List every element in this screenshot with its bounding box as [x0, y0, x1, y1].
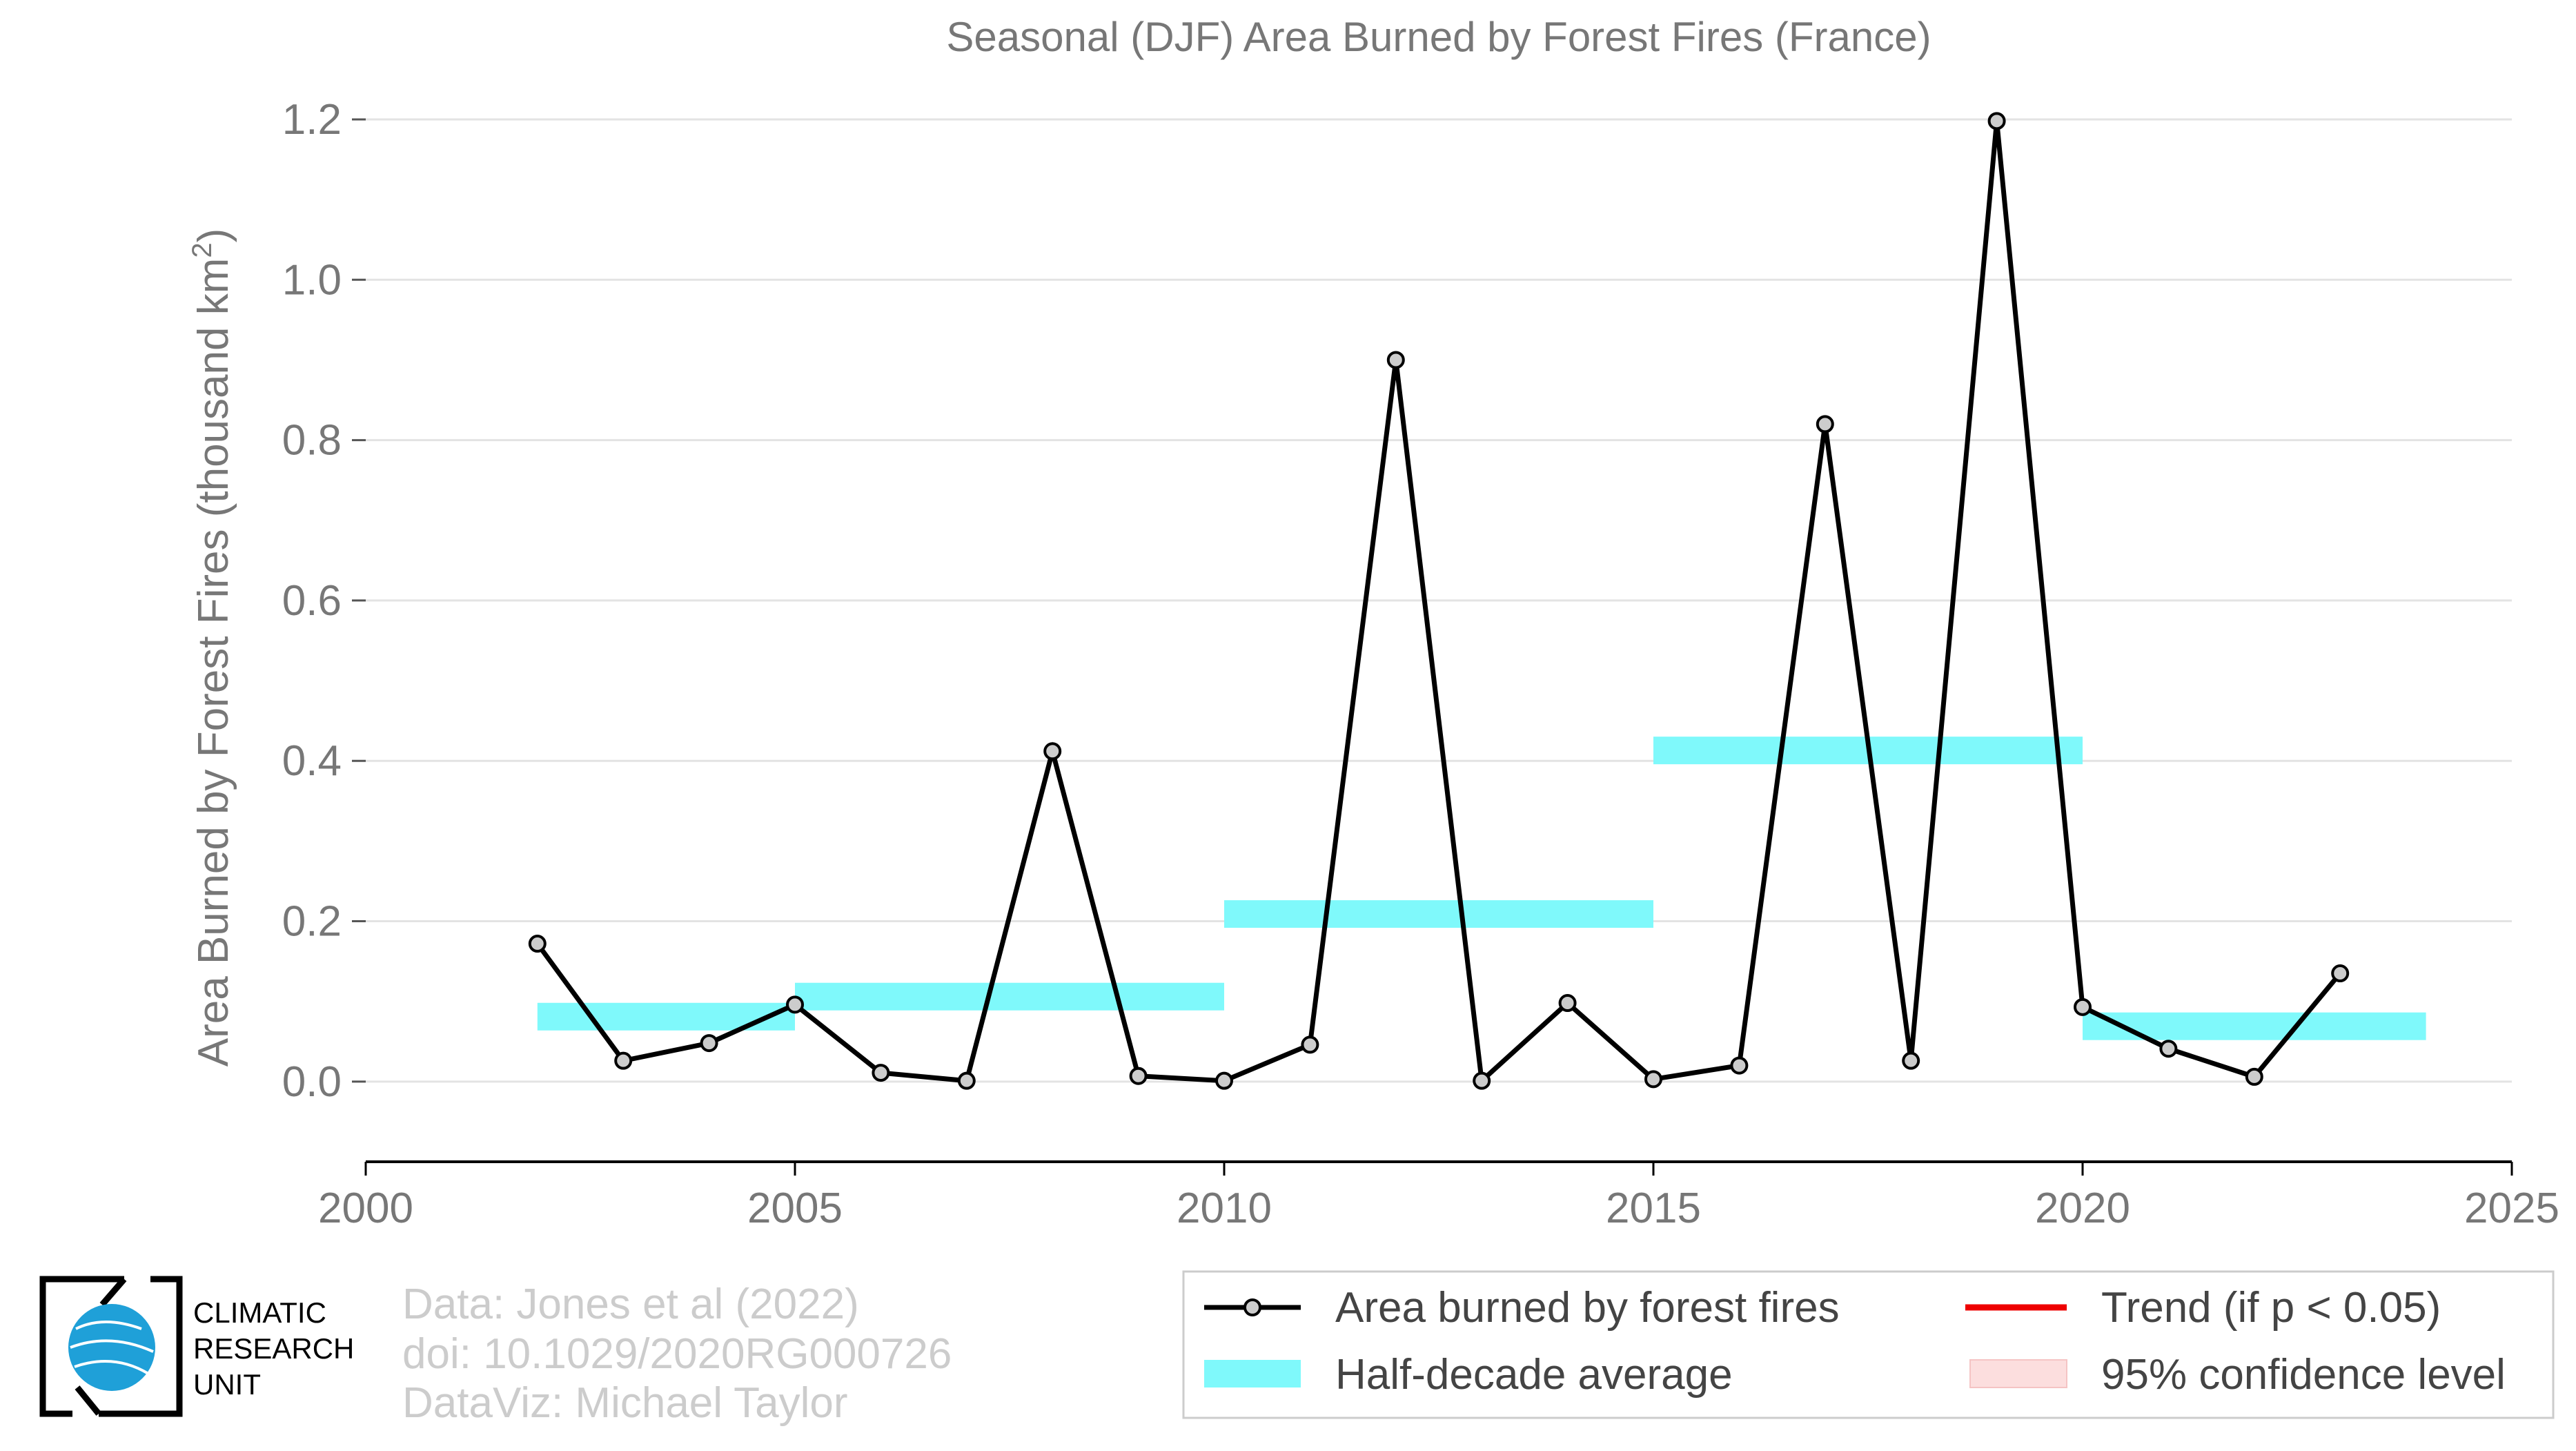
- data-point: [1644, 1070, 1662, 1089]
- data-point: [786, 995, 804, 1014]
- globe-swirl-2: [70, 1339, 154, 1353]
- legend-item-confidence: 95% confidence level: [1969, 1351, 2506, 1399]
- logo-frame-left: [39, 1276, 124, 1417]
- data-point: [872, 1064, 890, 1082]
- data-point: [1730, 1056, 1749, 1075]
- y-tick-label: 0.4: [282, 737, 342, 785]
- data-point: [1043, 742, 1062, 761]
- logo-slash-bottom: [75, 1385, 101, 1416]
- y-tick-label: 1.2: [282, 96, 342, 144]
- y-axis-label-close: ): [190, 228, 237, 243]
- globe-swirl-3: [74, 1360, 150, 1375]
- data-point: [528, 935, 547, 953]
- x-axis-ticks: 2000 2005 2010 2015 2020 2025: [318, 1162, 2559, 1232]
- logo-text-unit: UNIT: [193, 1368, 261, 1401]
- credit-doi: doi: 10.1029/2020RG000726: [402, 1330, 952, 1378]
- area-burned-series: [528, 112, 2350, 1090]
- series-line: [535, 120, 2342, 1086]
- half-decade-average-bar: [2083, 1012, 2426, 1040]
- legend-label-trend: Trend (if p < 0.05): [2101, 1284, 2441, 1332]
- credit-dataviz: DataViz: Michael Taylor: [402, 1379, 848, 1427]
- data-point: [2331, 964, 2350, 983]
- legend-item-half-decade: Half-decade average: [1204, 1351, 1733, 1399]
- data-point: [2245, 1067, 2263, 1086]
- legend-label-area-burned: Area burned by forest fires: [1335, 1284, 1840, 1332]
- legend-label-confidence: 95% confidence level: [2101, 1351, 2506, 1399]
- logo-slash-top: [99, 1277, 127, 1307]
- x-tick-label: 2005: [747, 1185, 843, 1232]
- legend-frame: [1182, 1270, 2555, 1419]
- legend-label-half-decade: Half-decade average: [1335, 1351, 1733, 1399]
- data-point: [2159, 1040, 2178, 1058]
- logo-text-research: RESEARCH: [193, 1332, 354, 1365]
- x-tick-label: 2025: [2464, 1185, 2559, 1232]
- y-tick-label: 0.0: [282, 1058, 342, 1106]
- grid: [366, 118, 2512, 1083]
- logo-text-climatic: CLIMATIC: [193, 1296, 326, 1329]
- half-decade-average-bands: [537, 737, 2426, 1040]
- legend-half-decade-swatch: [1204, 1360, 1301, 1387]
- y-tick-label: 0.8: [282, 417, 342, 465]
- data-point: [614, 1051, 633, 1070]
- half-decade-average-bar: [795, 982, 1224, 1011]
- data-point: [1215, 1071, 1233, 1090]
- y-axis-ticks: 0.0 0.2 0.4 0.6 0.8 1.0 1.2: [282, 96, 366, 1106]
- x-tick-label: 2020: [2035, 1185, 2130, 1232]
- data-point: [1301, 1035, 1319, 1054]
- credit-data-source: Data: Jones et al (2022): [402, 1280, 859, 1328]
- globe-swirl-1: [75, 1321, 142, 1330]
- y-tick-label: 1.0: [282, 256, 342, 304]
- data-point: [2074, 997, 2092, 1016]
- half-decade-average-bar: [1224, 900, 1653, 928]
- data-point: [1386, 351, 1405, 369]
- x-tick-label: 2000: [318, 1185, 413, 1232]
- x-tick-label: 2010: [1177, 1185, 1272, 1232]
- data-point: [1558, 994, 1577, 1013]
- y-axis-label: Area Burned by Forest Fires (thousand km…: [187, 228, 237, 1067]
- x-tick-label: 2015: [1606, 1185, 1701, 1232]
- data-point: [1902, 1051, 1920, 1070]
- legend-item-trend: Trend (if p < 0.05): [1965, 1284, 2441, 1332]
- legend: Area burned by forest fires Trend (if p …: [1182, 1270, 2555, 1419]
- y-axis-label-text: Area Burned by Forest Fires (thousand km: [190, 258, 237, 1067]
- y-tick-label: 0.6: [282, 577, 342, 625]
- logo-frame-right: [99, 1276, 183, 1417]
- legend-confidence-swatch: [1969, 1359, 2067, 1388]
- credits: Data: Jones et al (2022) doi: 10.1029/20…: [402, 1280, 952, 1427]
- data-point: [1473, 1071, 1491, 1090]
- data-point: [1987, 112, 2006, 130]
- data-point: [700, 1034, 718, 1053]
- half-decade-average-bar: [537, 1002, 795, 1031]
- y-axis-label-superscript: 2: [187, 242, 217, 257]
- data-point: [1129, 1067, 1148, 1085]
- y-tick-label: 0.2: [282, 898, 342, 946]
- data-point: [1816, 415, 1834, 434]
- cru-logo: CLIMATIC RESEARCH UNIT: [39, 1276, 354, 1417]
- legend-marker-swatch: [1243, 1298, 1261, 1316]
- data-point: [957, 1071, 976, 1090]
- chart-title: Seasonal (DJF) Area Burned by Forest Fir…: [946, 14, 1931, 60]
- legend-item-area-burned: Area burned by forest fires: [1204, 1284, 1840, 1332]
